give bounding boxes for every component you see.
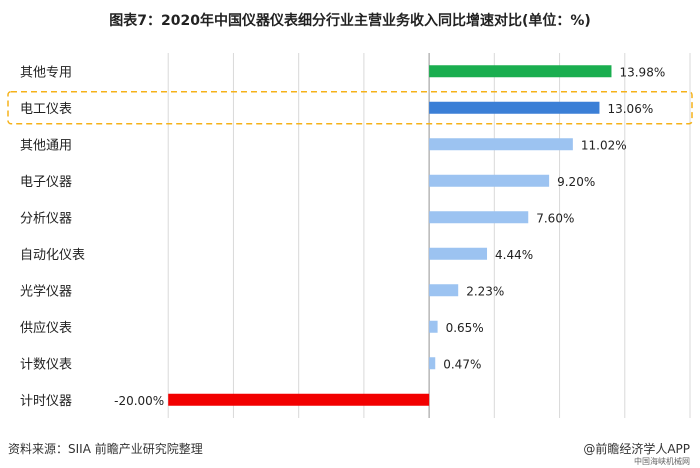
source-note: 资料来源：SIIA 前瞻产业研究院整理 [8,442,203,456]
bar [429,357,436,370]
bar [429,101,600,114]
value-label: 7.60% [536,211,574,225]
bar [429,284,459,297]
value-label: 11.02% [581,138,627,152]
chart-title: 图表7：2020年中国仪器仪表细分行业主营业务收入同比增速对比(单位：%) [109,13,591,29]
value-label: -20.00% [114,394,164,408]
value-label: 9.20% [557,175,595,189]
category-label: 光学仪器 [20,283,72,299]
category-label: 其他通用 [20,138,72,153]
value-label: 13.06% [607,102,653,116]
category-label: 其他专用 [20,65,72,80]
value-label: 13.98% [619,65,665,79]
category-label: 计数仪表 [20,357,72,372]
category-label: 自动化仪表 [20,248,85,263]
bar [429,211,529,224]
bar [429,138,573,151]
category-label: 电子仪器 [20,175,72,190]
bar [429,247,488,260]
highlight-frame [7,91,693,125]
category-label: 电工仪表 [20,102,72,117]
bar [429,65,612,78]
category-label: 分析仪器 [20,211,72,226]
bar [429,174,550,187]
value-label: 0.47% [443,357,481,371]
value-label: 2.23% [466,284,504,298]
category-label: 供应仪表 [20,320,72,336]
sub-brand-label: 中国海峡机械网 [634,457,690,466]
bar [429,320,438,333]
brand-label: @前瞻经济学人APP [583,442,690,456]
value-label: 0.65% [446,321,484,335]
bar [168,393,430,406]
value-label: 4.44% [495,248,533,262]
category-label: 计时仪器 [20,394,72,409]
